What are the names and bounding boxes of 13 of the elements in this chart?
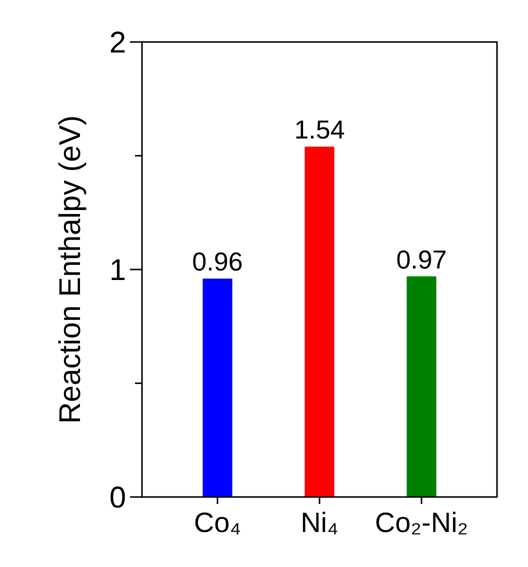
y-tick-label: 1 [109, 254, 126, 287]
bar [304, 146, 334, 497]
x-tick-label: Co₄ [194, 507, 242, 538]
data-label: 1.54 [294, 114, 345, 145]
x-tick-label: Ni₄ [300, 507, 338, 538]
y-tick-label: 0 [109, 482, 126, 514]
data-label: 0.97 [396, 244, 447, 274]
x-tick-label: Co₂-Ni₂ [374, 507, 468, 538]
y-axis-title: Reaction Enthalpy (eV) [54, 115, 87, 424]
bar [202, 278, 232, 497]
y-tick-label: 2 [109, 26, 126, 60]
bar [406, 276, 436, 497]
data-label: 0.96 [192, 246, 243, 277]
